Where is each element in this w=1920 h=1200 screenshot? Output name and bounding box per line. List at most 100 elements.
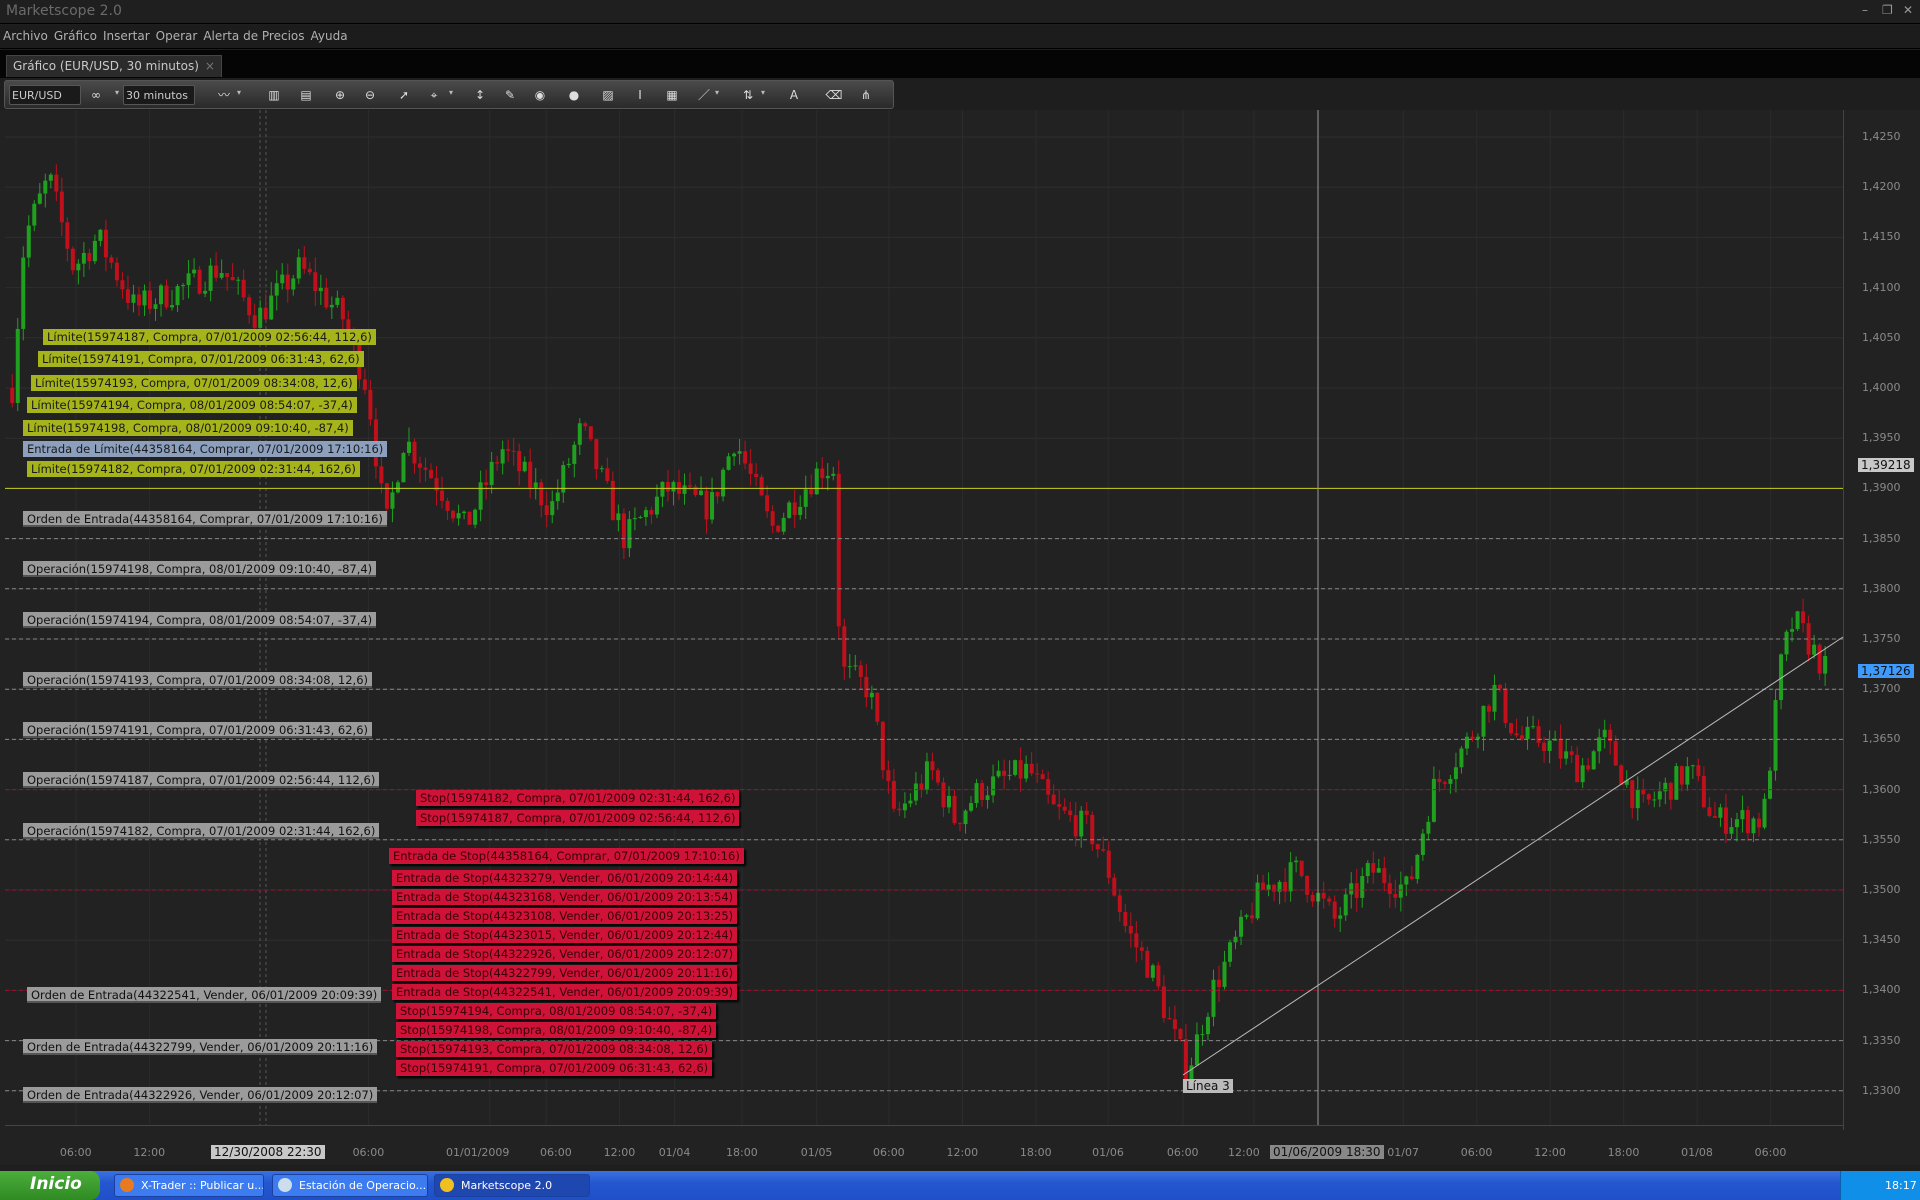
candle-body bbox=[1205, 1016, 1210, 1035]
note-icon[interactable]: ✎ bbox=[504, 88, 516, 102]
candle-body bbox=[985, 795, 990, 800]
candle-body bbox=[208, 265, 213, 291]
tab-close-icon[interactable]: × bbox=[204, 59, 215, 73]
candle-body bbox=[765, 495, 770, 512]
order-label[interactable]: Operación(15974193, Compra, 07/01/2009 0… bbox=[23, 672, 373, 688]
order-label[interactable]: Operación(15974191, Compra, 07/01/2009 0… bbox=[23, 722, 373, 738]
order-label[interactable]: Operación(15974187, Compra, 07/01/2009 0… bbox=[23, 772, 380, 788]
vertical-scale-icon[interactable]: ↕ bbox=[474, 88, 486, 102]
stop-order-label[interactable]: Entrada de Stop(44323279, Vender, 06/01/… bbox=[392, 870, 738, 886]
order-label[interactable]: Orden de Entrada(44358164, Comprar, 07/0… bbox=[23, 511, 387, 527]
pencil-icon[interactable]: ／ bbox=[697, 88, 710, 102]
stop-order-label[interactable]: Entrada de Stop(44322799, Vender, 06/01/… bbox=[392, 965, 738, 981]
stop-order-label[interactable]: Stop(15974198, Compra, 08/01/2009 09:10:… bbox=[396, 1022, 717, 1038]
candle-body bbox=[175, 286, 180, 306]
candle-body bbox=[1007, 774, 1012, 776]
cursor-icon[interactable]: ➚ bbox=[398, 88, 410, 102]
stop-order-label[interactable]: Entrada de Stop(44322926, Vender, 06/01/… bbox=[392, 946, 738, 962]
task-xtrader[interactable]: X-Trader :: Publicar u... bbox=[114, 1174, 264, 1197]
close-button[interactable]: ✕ bbox=[1903, 3, 1914, 17]
eraser-icon[interactable]: ⌫ bbox=[825, 88, 843, 102]
stop-order-label[interactable]: Stop(15974191, Compra, 07/01/2009 06:31:… bbox=[396, 1060, 713, 1076]
tab-chart[interactable]: Gráfico (EUR/USD, 30 minutos) × bbox=[6, 55, 222, 77]
globe-icon[interactable]: ● bbox=[568, 88, 580, 102]
dropdown-arrow-icon[interactable]: ▾ bbox=[115, 88, 120, 97]
limit-order-label[interactable]: Límite(15974198, Compra, 08/01/2009 09:1… bbox=[23, 420, 353, 436]
zoom-in-icon[interactable]: ⊕ bbox=[334, 88, 346, 102]
candle-body bbox=[313, 272, 318, 292]
candle-body bbox=[1790, 629, 1795, 632]
candle-body bbox=[787, 502, 792, 518]
price-tick-label: 1,3950 bbox=[1862, 431, 1901, 445]
zoom-out-icon[interactable]: ⊖ bbox=[364, 88, 376, 102]
candle-body bbox=[770, 511, 775, 526]
order-label[interactable]: Orden de Entrada(44322799, Vender, 06/01… bbox=[23, 1039, 378, 1055]
price-tick-label: 1,4050 bbox=[1862, 330, 1901, 344]
stop-order-label[interactable]: Stop(15974182, Compra, 07/01/2009 02:31:… bbox=[416, 790, 740, 806]
limit-order-label[interactable]: Límite(15974193, Compra, 07/01/2009 08:3… bbox=[31, 375, 357, 391]
abc-text-icon[interactable]: A bbox=[789, 88, 799, 102]
dropdown-arrow-icon[interactable]: ▾ bbox=[715, 88, 720, 97]
limit-order-label[interactable]: Límite(15974187, Compra, 07/01/2009 02:5… bbox=[43, 329, 376, 345]
chart-area[interactable] bbox=[0, 110, 1920, 1165]
stop-order-label[interactable]: Entrada de Stop(44323168, Vender, 06/01/… bbox=[392, 889, 738, 905]
price-tick-label: 1,4100 bbox=[1862, 280, 1901, 294]
time-tick-label: 06:00 bbox=[352, 1146, 385, 1159]
order-label[interactable]: Orden de Entrada(44322541, Vender, 06/01… bbox=[27, 987, 382, 1003]
start-button[interactable]: Inicio bbox=[0, 1171, 100, 1200]
candle-body bbox=[76, 263, 81, 271]
stop-order-label[interactable]: Entrada de Stop(44323015, Vender, 06/01/… bbox=[392, 927, 738, 943]
hierarchy-icon[interactable]: ⋔ bbox=[860, 88, 872, 102]
stop-order-label[interactable]: Stop(15974187, Compra, 07/01/2009 02:56:… bbox=[416, 810, 740, 826]
limit-order-label[interactable]: Límite(15974194, Compra, 08/01/2009 08:5… bbox=[27, 397, 357, 413]
limit-order-label[interactable]: Límite(15974182, Compra, 07/01/2009 02:3… bbox=[27, 461, 360, 477]
order-label[interactable]: Operación(15974194, Compra, 08/01/2009 0… bbox=[23, 612, 377, 628]
menu-insertar[interactable]: Insertar bbox=[102, 29, 150, 43]
candle-body bbox=[550, 501, 555, 516]
stop-order-label[interactable]: Stop(15974194, Compra, 08/01/2009 08:54:… bbox=[396, 1003, 717, 1019]
timeframe-select[interactable]: 30 minutos bbox=[123, 85, 195, 105]
candle-body bbox=[21, 257, 26, 329]
trade-icon[interactable]: ⇅ bbox=[742, 88, 754, 102]
crosshair-icon[interactable]: ⌖ bbox=[430, 88, 438, 102]
candle-body bbox=[280, 274, 285, 284]
symbol-select[interactable]: EUR/USD bbox=[9, 85, 81, 105]
minimize-button[interactable]: – bbox=[1862, 3, 1868, 17]
order-label[interactable]: Operación(15974198, Compra, 08/01/2009 0… bbox=[23, 561, 377, 577]
table-icon[interactable]: ▦ bbox=[666, 88, 678, 102]
candle-body bbox=[836, 473, 841, 627]
order-label[interactable]: Operación(15974182, Compra, 07/01/2009 0… bbox=[23, 823, 380, 839]
candle-body bbox=[274, 283, 279, 296]
limit-order-label[interactable]: Límite(15974191, Compra, 07/01/2009 06:3… bbox=[38, 351, 364, 367]
candlestick-chart[interactable] bbox=[0, 110, 1920, 1165]
candle-body bbox=[412, 441, 417, 464]
candles-icon[interactable]: ▥ bbox=[268, 88, 280, 102]
stop-order-label[interactable]: Entrada de Stop(44323108, Vender, 06/01/… bbox=[392, 908, 738, 924]
task-marketscope[interactable]: Marketscope 2.0 bbox=[434, 1174, 590, 1197]
image-icon[interactable]: ▨ bbox=[602, 88, 614, 102]
candle-body bbox=[1420, 833, 1425, 855]
time-cursor-label: 01/06/2009 18:30 bbox=[1270, 1145, 1384, 1159]
limit-entry-label[interactable]: Entrada de Límite(44358164, Comprar, 07/… bbox=[23, 441, 388, 457]
task-estacion[interactable]: Estación de Operacio... bbox=[272, 1174, 428, 1197]
menu-operar[interactable]: Operar bbox=[155, 29, 198, 43]
stop-order-label[interactable]: Stop(15974193, Compra, 07/01/2009 08:34:… bbox=[396, 1041, 713, 1057]
stop-order-label[interactable]: Entrada de Stop(44322541, Vender, 06/01/… bbox=[392, 984, 738, 1000]
restore-button[interactable]: ❐ bbox=[1882, 3, 1893, 17]
dropdown-arrow-icon[interactable]: ▾ bbox=[761, 88, 766, 97]
chart-type-icon[interactable]: 〰 bbox=[217, 88, 230, 102]
menu-grafico[interactable]: Gráfico bbox=[53, 29, 97, 43]
dropdown-arrow-icon[interactable]: ▾ bbox=[237, 88, 242, 97]
indicator-icon[interactable]: ◉ bbox=[534, 88, 546, 102]
order-label[interactable]: Orden de Entrada(44322926, Vender, 06/01… bbox=[23, 1087, 378, 1103]
menu-ayuda[interactable]: Ayuda bbox=[310, 29, 348, 43]
dropdown-arrow-icon[interactable]: ▾ bbox=[449, 88, 454, 97]
menu-archivo[interactable]: Archivo bbox=[3, 29, 48, 43]
bars-icon[interactable]: ▤ bbox=[300, 88, 312, 102]
stop-order-label[interactable]: Entrada de Stop(44358164, Comprar, 07/01… bbox=[389, 848, 744, 864]
link-icon[interactable]: ∞ bbox=[91, 88, 101, 102]
menu-alerta[interactable]: Alerta de Precios bbox=[203, 29, 305, 43]
text-icon[interactable]: I bbox=[638, 88, 642, 102]
candle-body bbox=[743, 451, 748, 464]
candle-body bbox=[390, 492, 395, 509]
